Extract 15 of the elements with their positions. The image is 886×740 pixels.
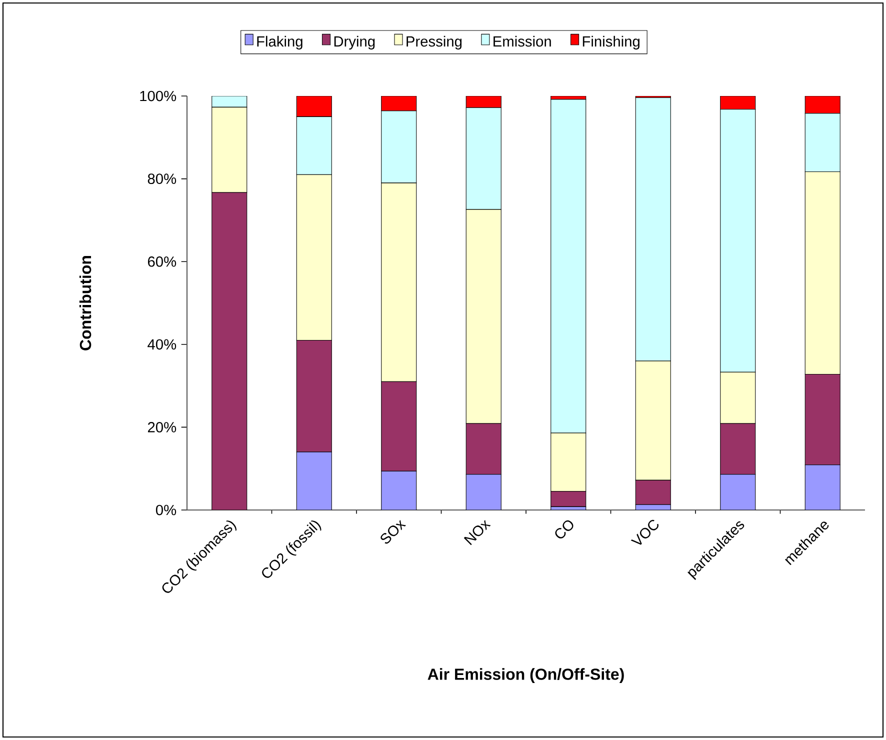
y-tick-label: 0%: [156, 504, 176, 516]
y-axis-title: Contribution: [79, 256, 92, 350]
legend-label: Finishing: [582, 36, 640, 50]
x-tick-label: CO: [555, 520, 574, 538]
x-axis-title: Air Emission (On/Off-Site): [428, 668, 624, 684]
y-tick-label: 80%: [148, 174, 176, 184]
legend-label: Flaking: [257, 36, 302, 50]
y-tick-label: 100%: [140, 90, 176, 102]
legend-label: Drying: [334, 36, 375, 50]
legend-label: Emission: [494, 36, 551, 47]
legend-label: Pressing: [406, 36, 462, 50]
x-tick-label: SOx: [380, 520, 406, 544]
y-tick-label: 20%: [148, 422, 176, 432]
y-tick-label: 40%: [148, 339, 176, 350]
y-tick-label: 60%: [148, 256, 176, 267]
